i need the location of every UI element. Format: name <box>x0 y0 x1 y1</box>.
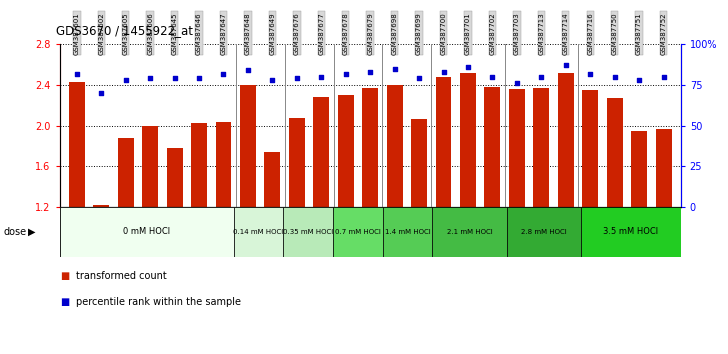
Bar <box>69 82 84 207</box>
Bar <box>534 88 549 207</box>
Bar <box>142 126 158 207</box>
Bar <box>333 207 383 257</box>
Bar <box>484 87 500 207</box>
Text: GSM387646: GSM387646 <box>196 12 202 55</box>
Text: GSM387649: GSM387649 <box>269 12 275 55</box>
Text: GSM387647: GSM387647 <box>221 12 226 55</box>
Point <box>609 74 620 80</box>
Bar <box>240 85 256 207</box>
Point <box>193 76 205 81</box>
Bar <box>656 129 671 207</box>
Text: GSM387676: GSM387676 <box>294 12 300 55</box>
Point <box>266 77 278 83</box>
Point <box>242 68 254 73</box>
Point <box>633 77 645 83</box>
Text: GSM387698: GSM387698 <box>392 12 397 55</box>
Text: ▶: ▶ <box>28 227 35 237</box>
Bar <box>93 205 109 207</box>
Text: 3.5 mM HOCl: 3.5 mM HOCl <box>604 227 659 236</box>
Bar <box>507 207 582 257</box>
Point <box>291 76 303 81</box>
Bar <box>338 95 354 207</box>
Point <box>486 74 498 80</box>
Bar <box>509 89 525 207</box>
Point <box>657 74 669 80</box>
Text: GSM387716: GSM387716 <box>587 12 593 55</box>
Point <box>438 69 449 75</box>
Bar <box>460 73 476 207</box>
Bar <box>289 118 305 207</box>
Point <box>536 74 547 80</box>
Text: ■: ■ <box>60 271 69 281</box>
Point <box>389 66 400 72</box>
Bar <box>582 90 598 207</box>
Bar <box>383 207 432 257</box>
Point <box>462 64 474 70</box>
Text: GSM387648: GSM387648 <box>245 12 251 55</box>
Bar <box>313 97 329 207</box>
Text: ■: ■ <box>60 297 69 307</box>
Text: percentile rank within the sample: percentile rank within the sample <box>76 297 241 307</box>
Bar <box>60 207 234 257</box>
Text: GSM387606: GSM387606 <box>147 12 153 55</box>
Text: GSM387602: GSM387602 <box>98 12 104 55</box>
Text: GSM387699: GSM387699 <box>416 12 422 55</box>
Point <box>511 80 523 86</box>
Bar <box>387 85 403 207</box>
Point <box>144 76 156 81</box>
Text: GSM387713: GSM387713 <box>538 12 545 55</box>
Text: 2.8 mM HOCl: 2.8 mM HOCl <box>521 229 567 235</box>
Point <box>585 71 596 76</box>
Text: transformed count: transformed count <box>76 271 167 281</box>
Point <box>218 71 229 76</box>
Point <box>95 90 107 96</box>
Point <box>365 69 376 75</box>
Text: GSM387750: GSM387750 <box>612 12 617 55</box>
Bar <box>582 207 681 257</box>
Text: GSM387678: GSM387678 <box>343 12 349 55</box>
Bar <box>363 88 378 207</box>
Text: dose: dose <box>4 227 27 237</box>
Bar <box>558 73 574 207</box>
Text: GSM387677: GSM387677 <box>318 12 324 55</box>
Bar <box>435 77 451 207</box>
Text: GSM387703: GSM387703 <box>514 12 520 55</box>
Text: 0.35 mM HOCl: 0.35 mM HOCl <box>283 229 333 235</box>
Bar <box>264 152 280 207</box>
Bar <box>411 119 427 207</box>
Point <box>414 76 425 81</box>
Point <box>315 74 327 80</box>
Text: 0 mM HOCl: 0 mM HOCl <box>123 227 170 236</box>
Bar <box>167 148 183 207</box>
Bar <box>606 98 622 207</box>
Point <box>169 76 181 81</box>
Text: GSM387605: GSM387605 <box>123 12 129 55</box>
Text: GSM387679: GSM387679 <box>367 12 373 55</box>
Text: GSM387702: GSM387702 <box>489 12 496 55</box>
Point <box>340 71 352 76</box>
Point <box>71 71 83 76</box>
Text: GSM387601: GSM387601 <box>74 12 80 55</box>
Text: GSM387751: GSM387751 <box>636 12 642 55</box>
Bar <box>631 131 647 207</box>
Text: GSM387700: GSM387700 <box>440 12 446 55</box>
Bar <box>118 138 134 207</box>
Text: GSM387714: GSM387714 <box>563 12 569 55</box>
Text: 2.1 mM HOCl: 2.1 mM HOCl <box>447 229 492 235</box>
Bar <box>215 122 232 207</box>
Text: GSM387645: GSM387645 <box>172 12 178 55</box>
Text: 0.7 mM HOCl: 0.7 mM HOCl <box>335 229 381 235</box>
Text: 1.4 mM HOCl: 1.4 mM HOCl <box>384 229 430 235</box>
Text: 0.14 mM HOCl: 0.14 mM HOCl <box>233 229 283 235</box>
Bar <box>432 207 507 257</box>
Text: GDS3670 / 1455922_at: GDS3670 / 1455922_at <box>56 24 193 37</box>
Bar <box>234 207 283 257</box>
Text: GSM387701: GSM387701 <box>465 12 471 55</box>
Text: GSM387752: GSM387752 <box>660 12 667 55</box>
Bar <box>191 122 207 207</box>
Point <box>560 63 571 68</box>
Bar <box>283 207 333 257</box>
Point <box>120 77 132 83</box>
